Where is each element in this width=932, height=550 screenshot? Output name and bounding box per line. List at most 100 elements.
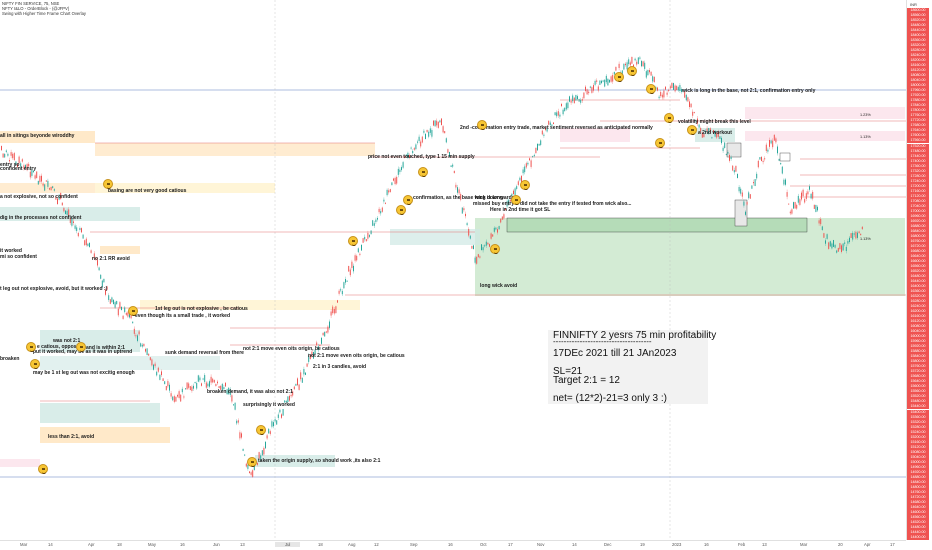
candle-body — [525, 163, 527, 168]
price-tick-label: 14680.00 — [907, 499, 929, 505]
smiley-icon[interactable] — [396, 205, 406, 215]
chart-annotation[interactable]: confident entry — [0, 166, 37, 172]
chart-annotation[interactable]: long wick avoid — [480, 283, 518, 289]
candle-body — [841, 245, 842, 252]
smiley-icon[interactable] — [76, 342, 86, 352]
chart-annotation[interactable]: 2:1 in 3 candles, avoid — [313, 364, 367, 370]
candle-body — [242, 448, 244, 451]
price-tick-label: 17240.00 — [907, 178, 929, 184]
chart-annotation[interactable]: no 2:1 RR avoid — [92, 256, 130, 262]
chart-annotation[interactable]: it worked — [0, 248, 22, 254]
candle-body — [319, 344, 321, 347]
chart-annotation[interactable]: a 2nd workout — [698, 130, 732, 136]
candle-body — [490, 233, 492, 239]
chart-annotation[interactable]: and is within 2:1 — [86, 345, 125, 351]
chart-annotation[interactable]: not 2:1 move even oits origin, be catiou… — [308, 353, 405, 359]
smiley-icon[interactable] — [418, 167, 428, 177]
chart-annotation[interactable]: entry so — [0, 162, 20, 168]
chart-plot-area[interactable]: NIFTY FIN SERVICE, 75, NSE NFTY I&LO - O… — [0, 0, 906, 540]
smiley-icon[interactable] — [38, 464, 48, 474]
smiley-icon[interactable] — [403, 195, 413, 205]
candle-body — [63, 208, 65, 212]
smiley-icon[interactable] — [627, 66, 637, 76]
smiley-icon[interactable] — [646, 84, 656, 94]
candle-body — [778, 158, 780, 161]
price-tick-label: 15600.00 — [907, 384, 929, 390]
candle-body — [117, 308, 119, 316]
candle-body — [292, 391, 294, 396]
candle-body — [257, 463, 258, 465]
chart-annotation[interactable]: t leg out not explosive, avoid, but it w… — [0, 286, 108, 292]
chart-annotation[interactable]: all in sitings beyonde wiroddhy — [0, 133, 75, 139]
chart-annotation[interactable]: surprisingly it worked — [243, 402, 295, 408]
chart-annotation[interactable]: may be 1 st leg out was not excitig enou… — [33, 370, 135, 376]
smiley-icon[interactable] — [511, 195, 521, 205]
smiley-icon[interactable] — [477, 120, 487, 130]
candle-body — [831, 243, 833, 249]
chart-annotation[interactable]: put it worked, may be as it was in uptre… — [33, 349, 133, 355]
smiley-icon[interactable] — [664, 113, 674, 123]
chart-annotation[interactable]: a not explosive, not so confident — [0, 194, 78, 200]
candle-body — [375, 219, 377, 223]
candle-body — [815, 204, 817, 212]
price-tick-label: 17320.00 — [907, 168, 929, 174]
candle-body — [236, 420, 238, 424]
indicator-label[interactable]: Swing with Higher Time Frame Chart Overl… — [2, 11, 87, 16]
chart-annotation[interactable]: not 2:1 move even oits origin, be catiou… — [243, 346, 340, 352]
chart-annotation[interactable]: missed buy entry — [473, 201, 515, 207]
chart-annotation[interactable]: even though its a small trade , it worke… — [135, 313, 231, 319]
chart-annotation[interactable]: wick is long in the base, not 2:1, confi… — [682, 88, 816, 94]
chart-annotation[interactable]: price not even touched, type 1 15 min su… — [368, 154, 475, 160]
time-axis[interactable] — [0, 540, 906, 550]
chart-annotation[interactable]: dig in the processes not confident — [0, 215, 82, 221]
smiley-icon[interactable] — [520, 180, 530, 190]
chart-annotation[interactable]: was not 2:1 — [53, 338, 81, 344]
price-chart[interactable] — [0, 0, 906, 540]
chart-annotation[interactable]: less than 2:1, avoid — [48, 434, 95, 440]
smiley-icon[interactable] — [30, 359, 40, 369]
smiley-icon[interactable] — [490, 244, 500, 254]
candle-body — [757, 160, 759, 168]
candle-body — [404, 156, 406, 158]
chart-annotation[interactable]: broaken demand, it was also not 2:1 — [207, 389, 293, 395]
chart-annotation[interactable]: confirmation, as the base wick is long — [413, 195, 504, 201]
price-tick-label: 18000.00 — [907, 83, 929, 89]
smiley-icon[interactable] — [687, 125, 697, 135]
candle-body — [247, 464, 249, 469]
chart-annotation[interactable]: Here in 2nd time it got SL — [490, 207, 551, 213]
chart-annotation[interactable]: long downwards — [475, 195, 515, 201]
candle-body — [125, 312, 127, 315]
chart-annotation[interactable]: volatility might break this level — [678, 119, 751, 125]
candle-body — [127, 312, 129, 317]
smiley-icon[interactable] — [614, 72, 624, 82]
smiley-icon[interactable] — [256, 425, 266, 435]
candle-body — [769, 139, 770, 147]
candle-body — [639, 57, 641, 59]
chart-annotation[interactable]: mi so confident — [0, 254, 37, 260]
candle-body — [138, 331, 140, 335]
smiley-icon[interactable] — [128, 306, 138, 316]
supply-zone — [100, 246, 140, 254]
chart-annotation[interactable]: taken the origin supply, so should work … — [258, 458, 381, 464]
candle-body — [15, 161, 17, 165]
smiley-icon[interactable] — [103, 179, 113, 189]
candle-body — [812, 191, 814, 199]
chart-annotation[interactable]: 2nd -confirmation entry trade, market se… — [460, 125, 653, 131]
candle-body — [628, 59, 630, 65]
smiley-icon[interactable] — [26, 342, 36, 352]
smiley-icon[interactable] — [247, 457, 257, 467]
chart-annotation[interactable]: 1st leg out is not explosive , be catiou… — [155, 306, 248, 312]
candle-body — [789, 211, 791, 214]
smiley-icon[interactable] — [348, 236, 358, 246]
chart-annotation[interactable]: broaken — [0, 356, 20, 362]
candle-body — [41, 175, 42, 182]
smiley-icon[interactable] — [655, 138, 665, 148]
chart-annotation[interactable]: did not take the entry if tested from wi… — [520, 201, 632, 207]
chart-annotation[interactable]: sunk demand reversal from there — [165, 350, 244, 356]
chart-annotation[interactable]: basing are not very good catious — [108, 188, 187, 194]
indicator-label[interactable]: NFTY I&LO - OrderBlock - (@JFPV) — [2, 6, 70, 11]
chart-annotation[interactable]: e catious, opposite — [37, 344, 83, 350]
candle-body — [461, 207, 463, 214]
candle-body — [226, 389, 228, 395]
candle-body — [183, 396, 185, 398]
